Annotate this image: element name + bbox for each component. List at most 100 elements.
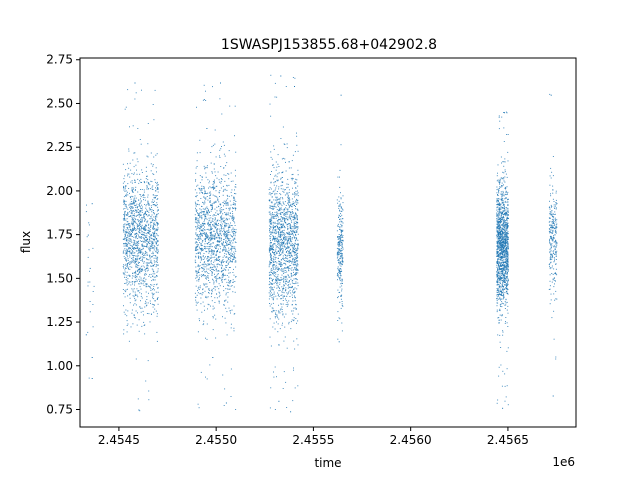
data-point: [285, 243, 287, 245]
data-point: [225, 294, 227, 296]
data-point: [138, 236, 140, 238]
data-point: [234, 204, 236, 206]
data-point: [340, 275, 342, 277]
data-point: [274, 175, 276, 177]
data-point: [288, 192, 290, 193]
data-point: [195, 172, 197, 174]
data-point: [212, 264, 214, 266]
data-point: [281, 252, 283, 254]
data-point: [274, 203, 276, 205]
data-point: [499, 288, 501, 290]
data-point: [270, 277, 272, 279]
data-point: [155, 291, 157, 293]
data-point: [230, 180, 232, 182]
data-point: [214, 250, 215, 252]
data-point: [141, 211, 143, 213]
data-point: [136, 214, 138, 216]
data-point: [137, 247, 138, 249]
data-point: [295, 237, 297, 238]
data-point: [228, 243, 230, 245]
data-point: [130, 203, 132, 205]
data-point: [208, 197, 210, 199]
data-point: [216, 196, 218, 198]
data-point: [219, 213, 221, 214]
data-point: [503, 127, 505, 129]
data-point: [213, 225, 215, 227]
data-point: [216, 281, 218, 283]
data-point: [150, 221, 152, 223]
data-point: [293, 203, 295, 204]
data-point: [284, 246, 286, 248]
data-point: [220, 233, 222, 235]
data-point: [200, 232, 202, 234]
data-point: [279, 328, 281, 330]
data-point: [126, 320, 128, 322]
data-point: [213, 250, 215, 252]
data-point: [219, 276, 220, 278]
data-point: [212, 218, 214, 220]
data-point: [293, 231, 295, 233]
data-point: [270, 249, 272, 250]
data-point: [504, 308, 506, 309]
data-point: [498, 263, 500, 265]
data-point: [216, 244, 218, 246]
data-point: [225, 256, 227, 258]
data-point: [205, 283, 207, 285]
data-point: [220, 148, 222, 150]
data-point: [336, 252, 338, 254]
data-point: [227, 288, 229, 290]
data-point: [149, 254, 151, 256]
data-point: [142, 228, 144, 230]
data-point: [214, 260, 216, 262]
data-point: [221, 260, 223, 262]
data-point: [273, 178, 275, 180]
data-point: [149, 214, 150, 216]
data-point: [338, 277, 340, 278]
data-point: [155, 205, 157, 207]
data-point: [228, 247, 230, 249]
data-point: [268, 199, 270, 201]
data-point: [340, 298, 342, 300]
data-point: [220, 203, 222, 205]
data-point: [140, 265, 142, 267]
data-point: [228, 285, 230, 287]
data-point: [142, 194, 143, 196]
data-point: [339, 272, 341, 274]
data-point: [296, 198, 297, 200]
data-point: [285, 257, 287, 259]
data-point: [277, 317, 279, 319]
data-point: [147, 302, 149, 304]
data-point: [229, 281, 231, 283]
data-point: [151, 222, 153, 223]
data-point: [146, 236, 148, 238]
data-point: [147, 215, 149, 217]
data-point: [283, 224, 285, 226]
data-point: [152, 289, 154, 291]
data-point: [276, 287, 278, 289]
data-point: [216, 219, 218, 221]
data-point: [151, 268, 153, 270]
data-point: [341, 246, 343, 248]
data-point: [127, 262, 129, 264]
data-point: [285, 260, 287, 262]
data-point: [195, 275, 197, 277]
data-point: [156, 216, 158, 218]
data-point: [294, 300, 296, 302]
data-point: [199, 277, 200, 279]
data-point: [285, 86, 287, 87]
data-point: [229, 208, 231, 210]
data-point: [133, 304, 134, 306]
data-point: [134, 293, 136, 295]
data-point: [141, 244, 143, 246]
data-point: [281, 227, 283, 229]
data-point: [291, 233, 293, 235]
data-point: [229, 257, 231, 258]
data-point: [127, 223, 129, 224]
data-point: [281, 291, 283, 293]
data-point: [223, 235, 225, 237]
data-point: [292, 258, 294, 260]
data-point: [293, 216, 295, 218]
data-point: [275, 215, 277, 216]
data-point: [218, 270, 220, 272]
data-point: [144, 333, 146, 335]
